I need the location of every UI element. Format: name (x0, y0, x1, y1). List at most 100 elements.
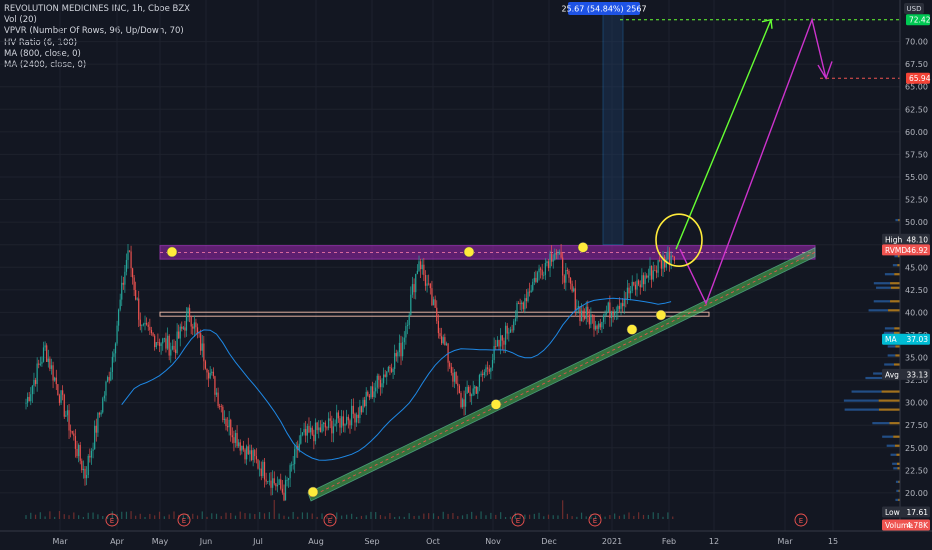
candle-body (660, 260, 662, 269)
candle-body (647, 275, 649, 278)
candle-body (568, 270, 570, 278)
candle-body (408, 314, 410, 325)
candle-body (588, 314, 590, 325)
indicator-hv-ratio[interactable]: HV Ratio (6, 100) (4, 37, 78, 48)
volume-bar (306, 512, 308, 519)
measure-label-bg (568, 2, 640, 15)
volume-bar (604, 516, 606, 519)
candle-body (472, 388, 474, 395)
candle-body (524, 298, 526, 310)
volume-bar (249, 513, 251, 519)
candle-body (400, 342, 402, 357)
candle-body (360, 406, 363, 413)
earnings-marker (105, 513, 119, 527)
candle-body (378, 375, 380, 380)
chart-drawings[interactable] (159, 14, 816, 502)
volume-bar (403, 516, 405, 519)
candle-body (289, 465, 291, 479)
candle-body (670, 255, 672, 264)
candle-body (135, 289, 137, 300)
candle-body (622, 303, 624, 307)
candle-body (116, 325, 118, 344)
currency-label: USD (907, 5, 922, 13)
volume-bar (524, 514, 526, 519)
candle-body (105, 381, 107, 396)
candle-body (200, 333, 202, 351)
candle-body (57, 384, 59, 396)
candle-body (667, 251, 669, 260)
candle-body (130, 251, 132, 269)
candle-body (41, 361, 43, 364)
volume-bar (316, 516, 318, 519)
candle-body (541, 269, 543, 276)
candle-body (79, 445, 81, 461)
candle-body (242, 445, 244, 450)
chart-annotations[interactable]: 25.67 (54.84%) 2567 E E E E E E (105, 2, 915, 527)
candle-body (291, 464, 293, 466)
price-tick: 42.50 (905, 286, 928, 295)
volume-bar (92, 512, 94, 519)
profile-down (894, 444, 900, 447)
candle-body (598, 323, 600, 329)
candle-body (654, 270, 656, 272)
volume-bar (73, 512, 75, 519)
profile-up (892, 462, 898, 465)
candle-body (170, 349, 172, 356)
chart-title[interactable]: REVOLUTION MEDICINES INC, 1h, Cboe BZX (4, 4, 190, 14)
profile-down (895, 345, 900, 348)
profile-up (884, 363, 894, 366)
candle-body (38, 363, 40, 365)
candle-body (395, 353, 397, 357)
candle-body (60, 390, 62, 403)
candle-body (246, 446, 248, 460)
candle-body (601, 321, 603, 328)
candle-body (612, 311, 614, 316)
profile-down (898, 498, 900, 501)
candle-body (571, 283, 573, 292)
candle-body (263, 461, 266, 480)
price-label-value: 37.03 (907, 335, 929, 344)
price-tick: 22.50 (905, 466, 928, 475)
candle-body (498, 340, 500, 347)
profile-up (890, 453, 897, 456)
candle-body (321, 424, 323, 432)
indicator-ma-800[interactable]: MA (800, close, 0) (4, 48, 81, 59)
candle-body (323, 422, 325, 425)
price-tick: 27.50 (905, 421, 928, 430)
price-axis[interactable]: 20.0022.5025.0027.5030.0032.5035.0037.50… (899, 0, 932, 531)
candle-body (354, 413, 356, 423)
volume-bar (234, 515, 237, 519)
candle-body (284, 480, 287, 501)
candle-body (563, 275, 565, 283)
candle-body (565, 270, 567, 283)
candle-body (252, 450, 254, 461)
candle-body (179, 326, 181, 339)
volume-bar (519, 513, 521, 519)
volume-bar (662, 516, 664, 519)
indicator-vpvr[interactable]: VPVR (Number Of Rows, 96, Up/Down, 70) (4, 26, 184, 37)
candle-body (604, 313, 606, 316)
volume-bar (192, 513, 194, 519)
profile-up (873, 372, 890, 375)
candle-body (201, 343, 203, 351)
indicator-vol[interactable]: Vol (20) (4, 15, 37, 26)
candle-body (298, 443, 300, 451)
candle-body (546, 261, 548, 263)
price-label-target: 72.42 (909, 16, 931, 25)
pivot-marker (166, 246, 178, 258)
profile-up (851, 390, 882, 393)
candle-body (214, 376, 216, 395)
candle-body (66, 410, 69, 416)
time-axis[interactable]: Mar Apr May Jun Jul Aug Sep Oct Nov Dec 2021 Feb 12 M… (0, 530, 932, 546)
price-axis-bg (900, 0, 932, 531)
indicator-ma-2400[interactable]: MA (2400, close, 0) (4, 60, 87, 71)
candle-body (136, 298, 138, 300)
candle-body (365, 391, 367, 407)
profile-down (878, 399, 900, 402)
price-tick: 55.00 (905, 173, 928, 182)
profile-up (884, 273, 895, 276)
volume-bar (163, 516, 165, 519)
volume-bar (375, 512, 377, 519)
profile-up (843, 399, 879, 402)
